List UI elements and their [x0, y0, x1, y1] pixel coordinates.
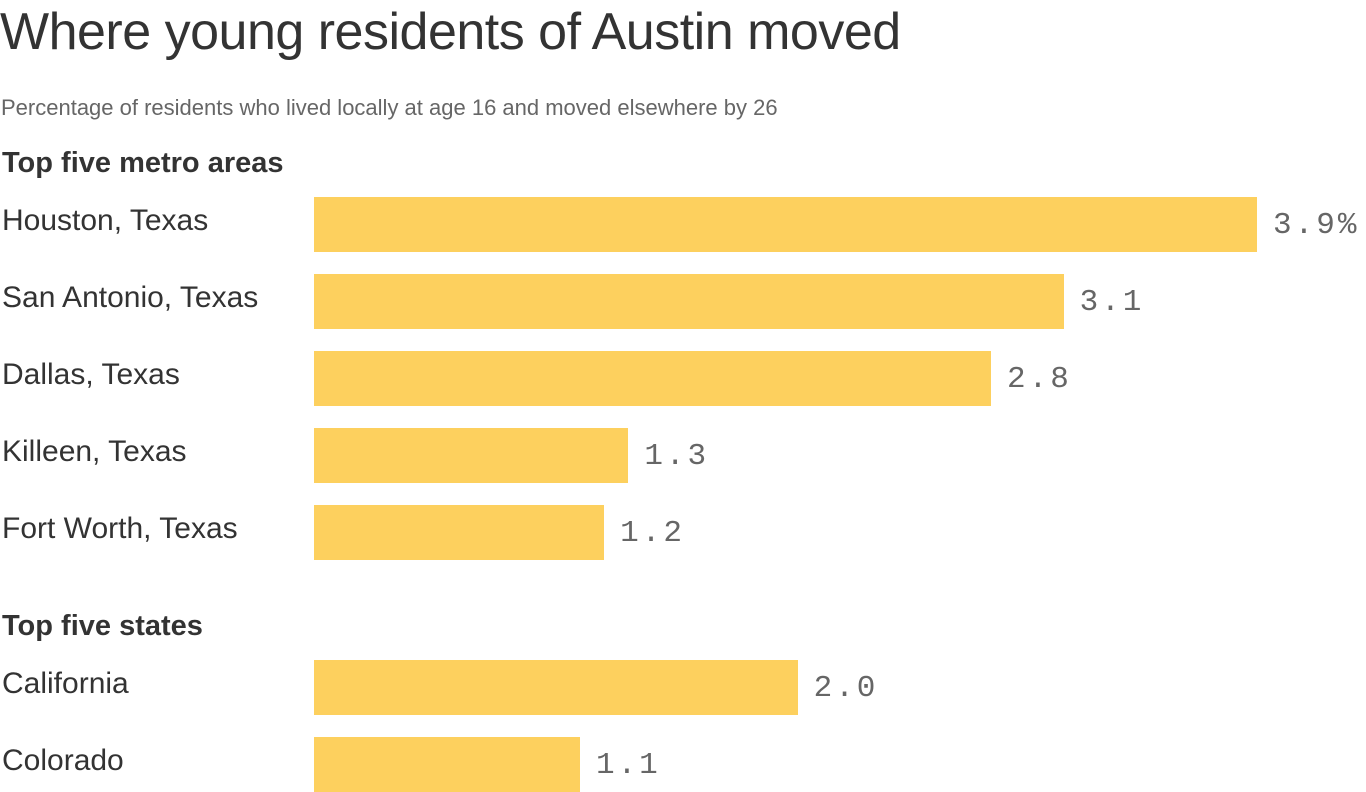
category-label: Houston, Texas [2, 204, 209, 237]
value-label: 1.1 [595, 748, 661, 783]
bar [314, 505, 605, 560]
category-label: Dallas, Texas [2, 358, 180, 391]
category-label: Killeen, Texas [2, 435, 187, 468]
section-heading: Top five states [2, 610, 203, 642]
bar [314, 274, 1064, 329]
bar [314, 197, 1258, 252]
chart-title: Where young residents of Austin moved [0, 3, 901, 61]
value-label: 2.8 [1007, 362, 1072, 397]
category-label: Colorado [2, 744, 124, 777]
bar [314, 428, 629, 483]
section-heading: Top five metro areas [2, 147, 284, 179]
value-label: 3.9% [1273, 208, 1360, 243]
bar [314, 351, 992, 406]
chart-subtitle: Percentage of residents who lived locall… [1, 95, 778, 120]
category-label: California [2, 667, 129, 700]
category-label: Fort Worth, Texas [2, 512, 238, 545]
category-label: San Antonio, Texas [2, 281, 259, 314]
value-label: 2.0 [813, 671, 879, 706]
value-label: 1.3 [644, 439, 710, 474]
bar [314, 660, 798, 715]
value-label: 1.2 [620, 516, 685, 551]
value-label: 3.1 [1079, 285, 1145, 320]
bar [314, 737, 580, 792]
